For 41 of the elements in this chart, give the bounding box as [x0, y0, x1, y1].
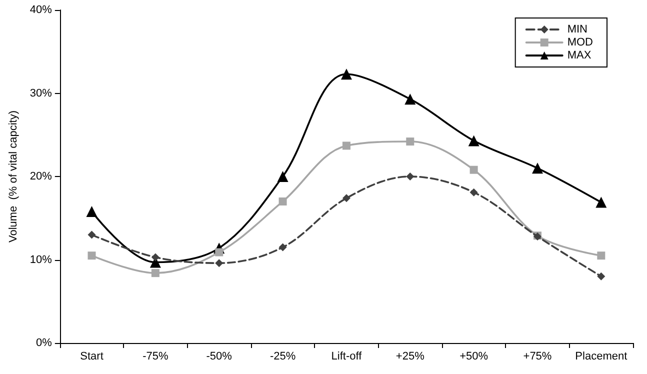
x-tick-label: +50%	[460, 350, 488, 362]
point	[215, 248, 224, 256]
point	[342, 142, 350, 150]
point	[215, 259, 224, 268]
point	[597, 272, 606, 280]
point	[532, 162, 543, 174]
y-tick-label: 10%	[30, 254, 52, 266]
legend-label: MOD	[567, 36, 594, 48]
point	[278, 197, 287, 206]
x-tick-label: -75%	[142, 350, 168, 362]
x-tick-label: Placement	[575, 350, 628, 362]
x-tick-label: -50%	[206, 350, 232, 362]
point	[86, 206, 98, 217]
legend-label: MAX	[567, 50, 592, 62]
y-tick-label: 30%	[30, 87, 52, 100]
point	[342, 194, 350, 202]
point	[340, 68, 352, 80]
y-tick-label: 40%	[30, 4, 52, 16]
x-tick-label: +25%	[396, 350, 425, 362]
point	[470, 188, 478, 196]
point	[277, 171, 288, 182]
point	[406, 138, 414, 146]
legend-label: MIN	[567, 24, 588, 36]
point	[151, 253, 160, 262]
point	[88, 230, 96, 239]
x-tick-label: Lift-off	[331, 350, 363, 362]
point	[406, 172, 414, 180]
point	[470, 166, 478, 174]
x-tick-label: +75%	[523, 350, 552, 362]
point	[597, 252, 606, 260]
x-tick-label: -25%	[270, 350, 296, 362]
point	[404, 94, 416, 105]
y-axis-title: Volume (% of vital capcity)	[8, 110, 20, 243]
point	[596, 196, 607, 208]
point	[278, 243, 287, 252]
y-tick-label: 20%	[30, 170, 52, 182]
point	[151, 269, 160, 278]
point	[88, 252, 96, 260]
x-tick-label: Start	[80, 350, 104, 362]
point	[468, 135, 480, 146]
y-tick-label: 0%	[36, 337, 52, 349]
